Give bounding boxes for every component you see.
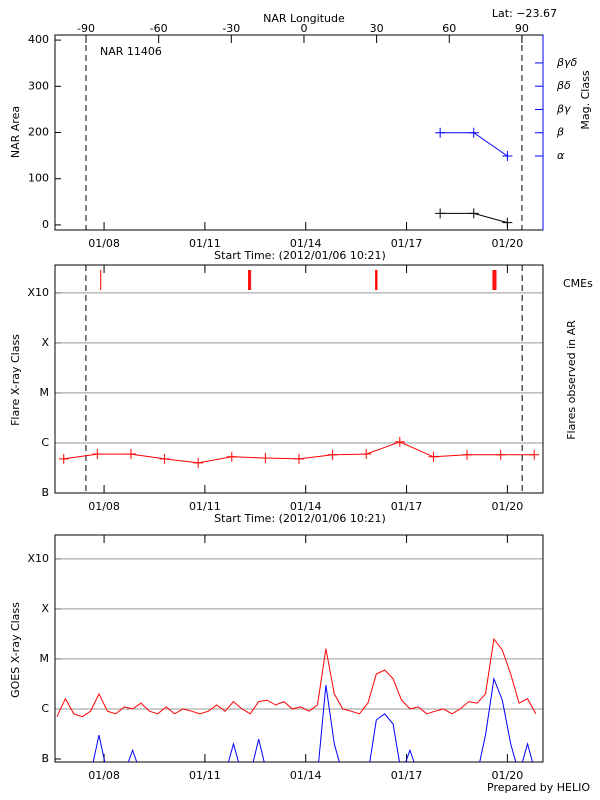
- y-tick-label: M: [40, 386, 50, 399]
- y-tick-label: 400: [28, 33, 49, 46]
- x2-tick-label: -90: [77, 22, 95, 35]
- y-tick-label: C: [41, 436, 49, 449]
- y-tick-label: X: [41, 336, 49, 349]
- point-marker: [495, 449, 506, 460]
- y-axis-label: Flare X-ray Class: [9, 334, 22, 426]
- point-marker: [226, 451, 237, 462]
- point-marker: [435, 208, 446, 219]
- y-axis-label: GOES X-ray Class: [9, 602, 22, 698]
- point-marker: [193, 457, 204, 468]
- point-marker: [125, 449, 136, 460]
- point-marker: [502, 151, 513, 162]
- point-marker: [435, 127, 446, 138]
- x2-tick-label: 30: [370, 22, 384, 35]
- y2-tick-label: β: [556, 126, 564, 139]
- y-tick-label: X: [41, 602, 49, 615]
- cme-label: CMEs: [563, 277, 593, 290]
- point-marker: [159, 453, 170, 464]
- y2-tick-label: α: [557, 149, 565, 162]
- point-marker: [58, 453, 69, 464]
- y2-tick-label: βδ: [556, 79, 571, 92]
- y-tick-label: 100: [28, 172, 49, 185]
- plot-area: [58, 436, 540, 468]
- x2-axis-label: NAR Longitude: [263, 12, 345, 25]
- point-marker: [428, 451, 439, 462]
- y2-tick-label: βγδ: [556, 56, 578, 69]
- x-tick-label: 01/14: [290, 237, 322, 250]
- x-axis-label: Start Time: (2012/01/06 10:21): [214, 249, 386, 262]
- y-tick-label: 300: [28, 79, 49, 92]
- plot-frame: [54, 264, 544, 494]
- point-marker: [260, 453, 271, 464]
- latitude: Lat: −23.67: [492, 7, 557, 20]
- footer: Prepared by HELIO: [487, 781, 590, 794]
- point-marker: [462, 449, 473, 460]
- plot-area: [56, 637, 537, 762]
- y-tick-label: B: [41, 752, 49, 765]
- x2-tick-label: 0: [300, 22, 307, 35]
- x-tick-label: 01/17: [391, 500, 423, 513]
- x-tick-label: 01/11: [189, 769, 221, 782]
- x-tick-label: 01/20: [492, 769, 524, 782]
- x-tick-label: 01/08: [88, 500, 120, 513]
- y2-axis-label: Mag. Class: [579, 70, 592, 129]
- point-marker: [92, 449, 103, 460]
- x-axis-label: Start Time: (2012/01/06 10:21): [214, 512, 386, 525]
- point-marker: [394, 436, 405, 447]
- point-marker: [529, 449, 540, 460]
- point-marker: [294, 453, 304, 464]
- series-line: [56, 637, 537, 718]
- point-marker: [468, 208, 479, 219]
- point-marker: [327, 449, 338, 460]
- x-tick-label: 01/20: [492, 237, 524, 250]
- x2-tick-label: 60: [442, 22, 456, 35]
- y-axis-label: NAR Area: [9, 106, 22, 158]
- x-tick-label: 01/11: [189, 500, 221, 513]
- y-tick-label: X10: [27, 286, 49, 299]
- y-tick-label: C: [41, 702, 49, 715]
- x2-tick-label: -60: [150, 22, 168, 35]
- x-tick-label: 01/11: [189, 237, 221, 250]
- point-marker: [502, 217, 513, 228]
- x-tick-label: 01/17: [391, 237, 423, 250]
- point-marker: [468, 127, 479, 138]
- x-tick-label: 01/14: [290, 500, 322, 513]
- x2-tick-label: 90: [515, 22, 529, 35]
- x-tick-label: 01/08: [88, 769, 120, 782]
- x-tick-label: 01/20: [492, 500, 524, 513]
- series-line: [92, 676, 534, 762]
- region-label: NAR 11406: [100, 45, 162, 58]
- y2-tick-label: βγ: [556, 102, 571, 115]
- x-tick-label: 01/08: [88, 237, 120, 250]
- y-tick-label: B: [41, 486, 49, 499]
- x-tick-label: 01/14: [290, 769, 322, 782]
- y-tick-label: X10: [27, 552, 49, 565]
- x2-tick-label: -30: [222, 22, 240, 35]
- y-tick-label: 0: [42, 218, 49, 231]
- y2-axis-label: Flares observed in AR: [565, 320, 578, 440]
- x-tick-label: 01/17: [391, 769, 423, 782]
- point-marker: [361, 449, 372, 460]
- y-tick-label: 200: [28, 126, 49, 139]
- y-tick-label: M: [40, 652, 50, 665]
- plot-frame: [54, 534, 544, 763]
- plot-area: [435, 127, 513, 228]
